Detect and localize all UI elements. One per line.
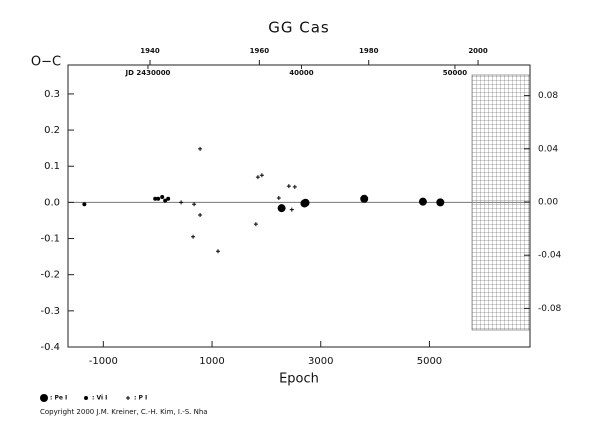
plot-frame (67, 64, 531, 348)
chart-title: GG Cas (268, 19, 330, 37)
y2-tick-label: 0.08 (538, 91, 558, 101)
x-tick-label: 3000 (308, 356, 333, 367)
x-axis-label: Epoch (279, 372, 319, 387)
data-point (191, 234, 196, 239)
data-point (153, 196, 158, 201)
data-point (253, 222, 258, 227)
y-tick-label: -0.3 (40, 306, 60, 317)
year-tick-label: 1980 (359, 47, 379, 55)
data-point (301, 198, 310, 207)
data-point (192, 202, 197, 207)
data-point (198, 146, 203, 151)
y-tick-label: 0.1 (44, 161, 60, 172)
x-tick-label: -1000 (89, 356, 118, 367)
data-point (292, 184, 297, 189)
data-point (198, 213, 203, 218)
y-tick-label: 0.3 (44, 89, 60, 100)
y-axis-label: O−C (31, 55, 61, 70)
y2-tick-label: -0.04 (538, 251, 562, 261)
data-point (160, 194, 165, 199)
y2-tick-label: 0.00 (538, 198, 558, 208)
y-tick-label: 0.0 (44, 197, 60, 208)
x-tick-label: 1000 (199, 356, 224, 367)
y-tick-label: -0.1 (40, 234, 60, 245)
data-point (277, 204, 286, 213)
y-tick-label: -0.2 (40, 270, 60, 281)
y-tick-label: -0.4 (40, 342, 60, 353)
jd-tick-label: 50000 (443, 69, 467, 77)
data-point (286, 184, 291, 189)
data-point (163, 198, 168, 203)
legend-marker (126, 396, 130, 400)
y-tick-label: 0.2 (44, 125, 60, 136)
year-tick-label: 1960 (250, 47, 270, 55)
data-point (418, 197, 427, 206)
legend-label: : Pe I (50, 395, 67, 402)
data-point (216, 249, 221, 254)
jd-tick-label: JD 2430000 (124, 69, 170, 77)
data-point (289, 207, 294, 212)
data-point (276, 196, 281, 201)
data-point (259, 173, 264, 178)
x-tick-label: 5000 (417, 356, 442, 367)
data-point (156, 196, 161, 201)
data-point (436, 198, 445, 207)
y2-tick-label: -0.08 (538, 304, 562, 314)
legend-label: : P I (134, 395, 147, 402)
jd-tick-label: 40000 (289, 69, 313, 77)
data-point (166, 196, 171, 201)
legend-marker (40, 394, 48, 402)
legend-label: : Vi I (92, 395, 107, 402)
data-point (255, 175, 260, 180)
data-point (82, 202, 87, 207)
data-point (360, 194, 369, 203)
year-tick-label: 2000 (468, 47, 488, 55)
y2-tick-label: 0.04 (538, 144, 558, 154)
data-point (179, 200, 184, 205)
legend-marker (84, 396, 88, 400)
year-tick-label: 1940 (140, 47, 160, 55)
copyright: Copyright 2000 J.M. Kreiner, C.-H. Kim, … (40, 408, 208, 416)
